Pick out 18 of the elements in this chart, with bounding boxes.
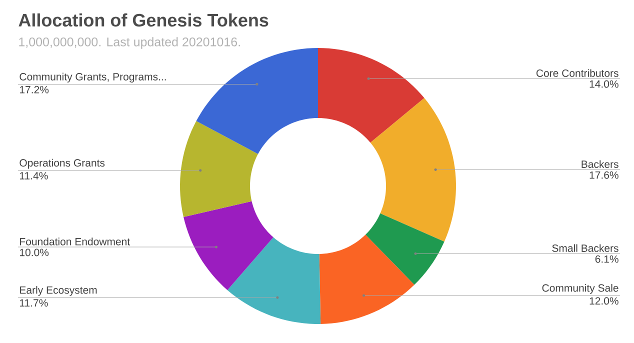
data-label: 14.0% (590, 80, 618, 88)
slice-label: Foundation Endowment (20, 238, 130, 246)
data-label: 11.4% (20, 172, 48, 180)
data-label: 17.6% (590, 171, 618, 179)
chart-subtitle: 1,000,000,000. Last updated 20201016. (19, 37, 240, 49)
slice-label: Core Contributors (536, 69, 618, 77)
slice-label: Community Grants, Programs... (20, 72, 166, 83)
slice-label: Operations Grants (20, 158, 105, 169)
slice-label: Community Sale (542, 284, 618, 294)
data-label: 10.0% (20, 248, 49, 256)
chart-title: Allocation of Genesis Tokens (18, 13, 268, 27)
data-label: 11.7% (20, 299, 48, 307)
data-label: 6.1% (595, 255, 618, 263)
data-label: 17.2% (20, 86, 49, 94)
data-label: 12.0% (590, 297, 618, 305)
slice-label: Small Backers (552, 244, 618, 252)
slice-label: Backers (582, 160, 618, 168)
slice-label: Early Ecosystem (20, 286, 97, 296)
